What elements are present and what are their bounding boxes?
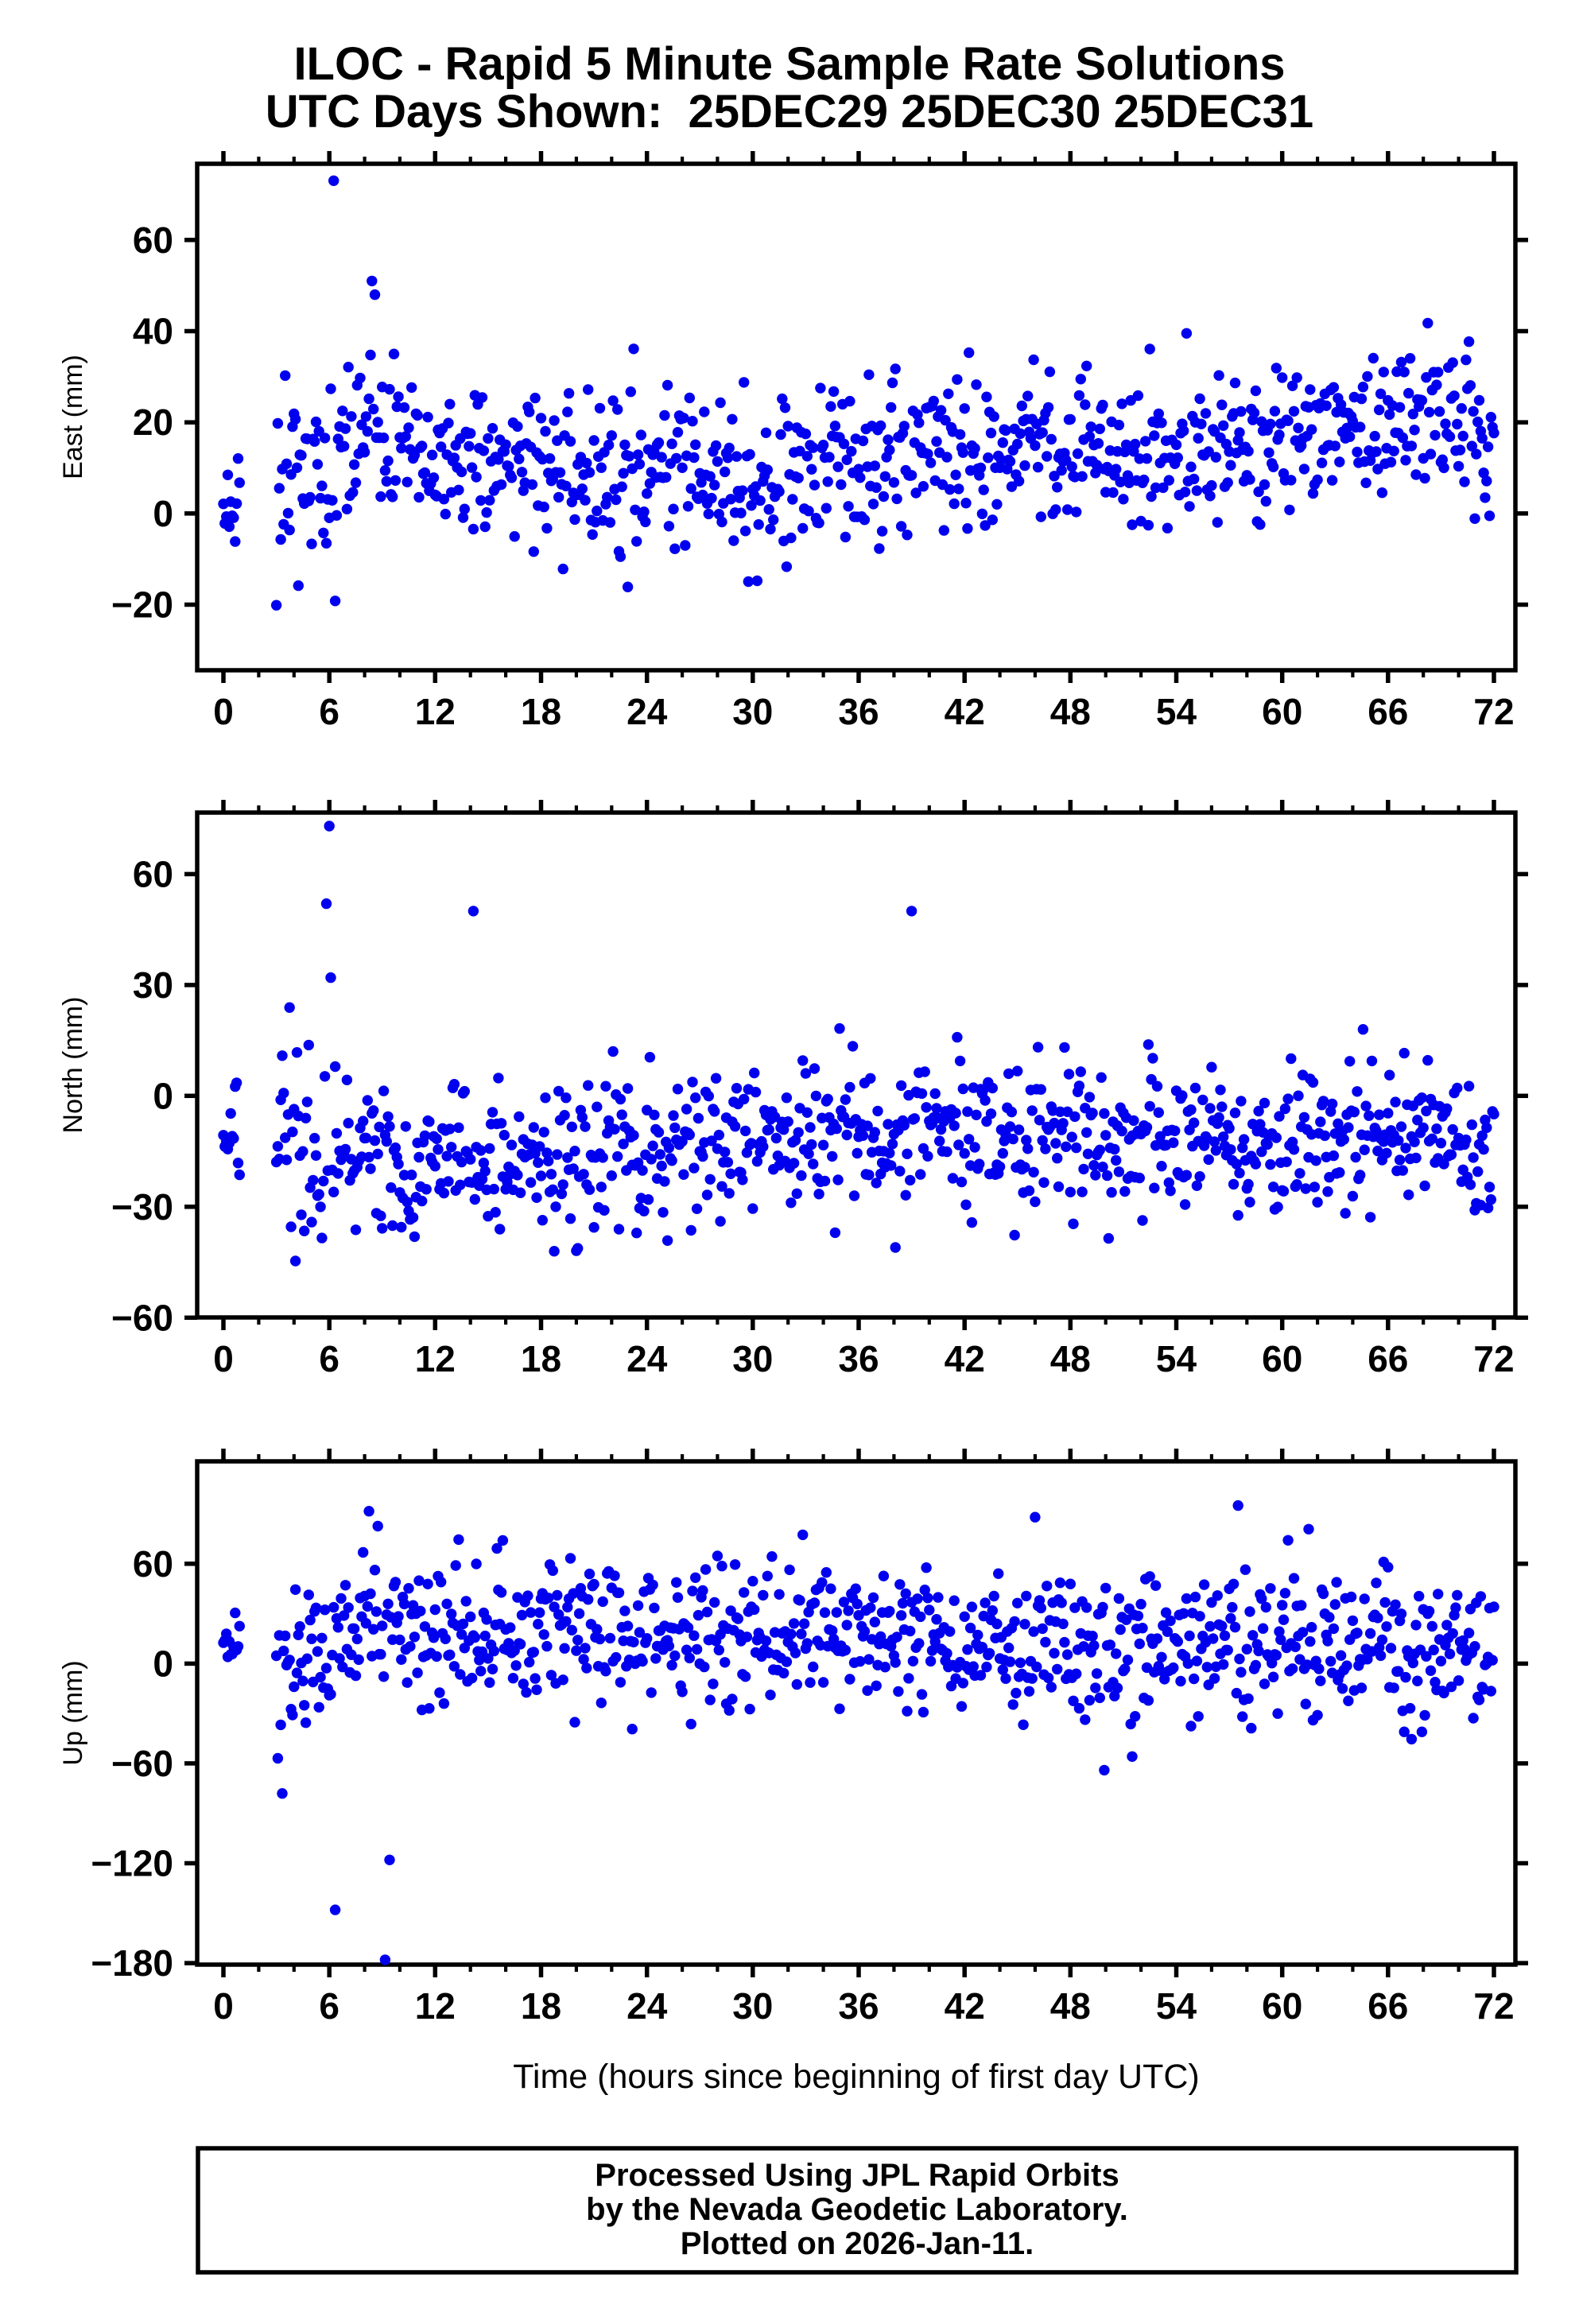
svg-text:42: 42 <box>945 691 985 732</box>
svg-text:18: 18 <box>521 1338 561 1379</box>
svg-text:48: 48 <box>1050 1338 1091 1379</box>
svg-text:42: 42 <box>945 1985 985 2027</box>
svg-text:−30: −30 <box>111 1186 173 1228</box>
svg-text:18: 18 <box>521 691 561 732</box>
svg-text:48: 48 <box>1050 691 1091 732</box>
svg-text:UTC Days Shown: 25DEC29 25DEC: UTC Days Shown: 25DEC29 25DEC30 25DEC31 <box>266 86 1313 138</box>
svg-text:ILOC - Rapid 5 Minute Sample R: ILOC - Rapid 5 Minute Sample Rate Soluti… <box>293 38 1285 90</box>
svg-text:0: 0 <box>153 1643 173 1684</box>
svg-text:0: 0 <box>213 1338 234 1379</box>
svg-text:20: 20 <box>133 402 173 443</box>
svg-text:42: 42 <box>945 1338 985 1379</box>
svg-text:North (mm): North (mm) <box>58 997 88 1134</box>
svg-text:12: 12 <box>415 1985 456 2027</box>
svg-text:6: 6 <box>319 691 339 732</box>
svg-text:60: 60 <box>1262 691 1302 732</box>
svg-text:48: 48 <box>1050 1985 1091 2027</box>
svg-text:12: 12 <box>415 1338 456 1379</box>
svg-text:36: 36 <box>838 1338 879 1379</box>
svg-text:Plotted on 2026-Jan-11.: Plotted on 2026-Jan-11. <box>681 2226 1034 2261</box>
svg-text:0: 0 <box>153 1075 173 1116</box>
svg-text:12: 12 <box>415 691 456 732</box>
svg-text:24: 24 <box>627 691 668 732</box>
svg-text:Processed Using JPL Rapid Orbi: Processed Using JPL Rapid Orbits <box>595 2158 1119 2193</box>
svg-text:66: 66 <box>1368 1985 1408 2027</box>
svg-text:−180: −180 <box>91 1942 173 1984</box>
svg-text:40: 40 <box>133 311 173 352</box>
svg-text:72: 72 <box>1473 691 1514 732</box>
svg-text:East (mm): East (mm) <box>58 355 88 479</box>
svg-text:60: 60 <box>1262 1985 1302 2027</box>
svg-text:by the Nevada Geodetic Laborat: by the Nevada Geodetic Laboratory. <box>586 2192 1128 2227</box>
svg-text:30: 30 <box>133 964 173 1006</box>
svg-text:Time (hours since beginning of: Time (hours since beginning of first day… <box>513 2058 1200 2096</box>
svg-text:18: 18 <box>521 1985 561 2027</box>
svg-text:0: 0 <box>153 493 173 534</box>
svg-text:72: 72 <box>1473 1338 1514 1379</box>
svg-text:60: 60 <box>133 1543 173 1585</box>
svg-text:30: 30 <box>732 1338 773 1379</box>
svg-text:−20: −20 <box>111 584 173 626</box>
svg-text:24: 24 <box>627 1985 668 2027</box>
svg-text:−120: −120 <box>91 1843 173 1884</box>
svg-text:60: 60 <box>1262 1338 1302 1379</box>
svg-text:Up (mm): Up (mm) <box>58 1660 88 1765</box>
svg-text:6: 6 <box>319 1338 339 1379</box>
svg-text:−60: −60 <box>111 1743 173 1784</box>
svg-text:66: 66 <box>1368 1338 1408 1379</box>
svg-text:−60: −60 <box>111 1297 173 1338</box>
svg-text:6: 6 <box>319 1985 339 2027</box>
svg-text:60: 60 <box>133 853 173 894</box>
svg-text:36: 36 <box>838 691 879 732</box>
svg-text:54: 54 <box>1156 1985 1197 2027</box>
svg-text:36: 36 <box>838 1985 879 2027</box>
svg-text:72: 72 <box>1473 1985 1514 2027</box>
svg-text:54: 54 <box>1156 1338 1197 1379</box>
svg-text:0: 0 <box>213 691 234 732</box>
svg-text:60: 60 <box>133 219 173 261</box>
svg-text:0: 0 <box>213 1985 234 2027</box>
svg-text:30: 30 <box>732 1985 773 2027</box>
svg-text:54: 54 <box>1156 691 1197 732</box>
svg-text:66: 66 <box>1368 691 1408 732</box>
svg-text:30: 30 <box>732 691 773 732</box>
svg-text:24: 24 <box>627 1338 668 1379</box>
